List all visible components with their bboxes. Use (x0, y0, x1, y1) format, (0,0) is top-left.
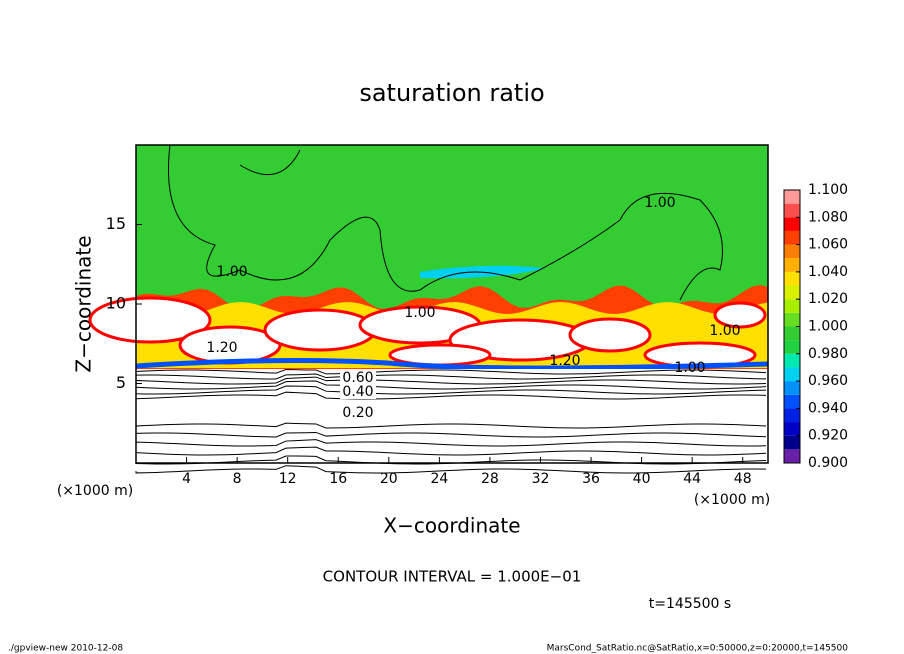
colorbar-cell (784, 435, 800, 450)
x-tick-label: 24 (430, 471, 448, 487)
contour-line (135, 431, 767, 438)
cloud-region (263, 308, 377, 352)
colorbar-cell (784, 312, 800, 327)
x-tick-label: 20 (380, 471, 398, 487)
contour-interval: CONTOUR INTERVAL = 1.000E−01 (323, 568, 582, 586)
footer-left: ./gpview-new 2010-12-08 (8, 644, 123, 654)
colorbar-tick-label: 1.020 (808, 291, 848, 307)
contour-field: 1.00 1.00 1.00 1.00 1.00 1.20 1.20 0.600.40 0.20 (88, 144, 769, 474)
x-tick-label: 36 (582, 471, 600, 487)
y-tick-label: 15 (106, 214, 126, 233)
time-label: t=145500 s (649, 596, 731, 612)
contour-line (135, 465, 767, 474)
colorbar-cell (784, 258, 800, 272)
contour-label: 1.20 (206, 340, 237, 356)
contour-label: 0.20 (342, 405, 373, 421)
cloud-region (713, 301, 767, 329)
contour-label: 1.20 (549, 353, 580, 369)
colorbar-cell (784, 408, 800, 423)
contour-line (135, 376, 767, 385)
contour-label: 1.00 (644, 195, 675, 211)
contour-line (135, 446, 767, 456)
contour-label: 1.00 (216, 264, 247, 280)
x-tick-label: 44 (683, 471, 701, 487)
colorbar-cell (784, 449, 800, 463)
cloud-region (568, 317, 652, 353)
footer-right: MarsCond_SatRatio.nc@SatRatio,x=0:50000,… (547, 644, 849, 654)
contour-label: 0.60 (342, 370, 373, 386)
colorbar-tick-label: 0.960 (808, 373, 848, 389)
contour-line (239, 149, 301, 176)
contour-line (135, 391, 767, 400)
x-tick-label: 4 (182, 471, 191, 487)
y-axis-label: Z−coordinate (72, 235, 96, 372)
contour-line (167, 144, 723, 301)
colorbar-cell (784, 203, 800, 218)
contour-label-bg (340, 406, 376, 420)
colorbar-cell (784, 217, 800, 231)
contour-line (135, 422, 767, 429)
contour-line (135, 380, 767, 390)
colorbar-cell (784, 285, 800, 300)
x-tick-label: 16 (329, 471, 347, 487)
colorbar-tick-label: 1.060 (808, 237, 848, 253)
contour-label: 1.00 (674, 360, 705, 376)
colorbar-cell (784, 190, 800, 204)
colorbar-cell (784, 326, 800, 341)
x-axis-label: X−coordinate (383, 514, 520, 538)
colorbar-cell (784, 340, 800, 354)
contour-label: 1.00 (709, 323, 740, 339)
colorbar-cell (784, 353, 800, 368)
x-unit-label: (×1000 m) (57, 483, 133, 499)
colorbar-cell (784, 381, 800, 395)
contour-line (135, 385, 767, 395)
x-tick-label: 28 (481, 471, 499, 487)
x-tick-label: 40 (633, 471, 651, 487)
colorbar-cell (784, 271, 800, 286)
blue-layer (135, 357, 769, 371)
colorbar-cell (784, 394, 800, 409)
colorbar-cell (784, 422, 800, 436)
colorbar-cell (784, 299, 800, 313)
contour-line (135, 373, 767, 380)
contour-label-bg (340, 385, 376, 399)
x-tick-label: 12 (279, 471, 297, 487)
colorbar-tick-label: 1.100 (808, 182, 848, 198)
lower-region (136, 369, 768, 463)
cloud-region (88, 296, 212, 344)
colorbar-tick-label: 1.080 (808, 209, 848, 225)
colorbar-tick-label: 0.940 (808, 400, 848, 416)
colorbar-tick-label: 1.000 (808, 319, 848, 335)
y-tick-label: 10 (106, 294, 126, 313)
x-tick-label: 32 (532, 471, 550, 487)
x-unit-label: (×1000 m) (694, 492, 770, 508)
contour-label: 0.40 (342, 384, 373, 400)
colorbar-cell (784, 367, 800, 382)
colorbar-tick-label: 0.980 (808, 346, 848, 362)
colorbar-cell (784, 244, 800, 259)
colorbar-tick-label: 0.900 (808, 455, 848, 471)
contour-line (135, 439, 767, 447)
colorbar-cell (784, 230, 800, 245)
x-tick-label: 8 (233, 471, 242, 487)
colorbar-tick-label: 0.920 (808, 428, 848, 444)
colorbar-tick-label: 1.040 (808, 264, 848, 280)
contour-label-bg (340, 371, 376, 385)
contour-line (135, 369, 767, 375)
y-tick-label: 5 (116, 373, 126, 392)
x-tick-label: 48 (734, 471, 752, 487)
contour-label: 1.00 (404, 305, 435, 321)
chart-title: saturation ratio (359, 79, 544, 107)
